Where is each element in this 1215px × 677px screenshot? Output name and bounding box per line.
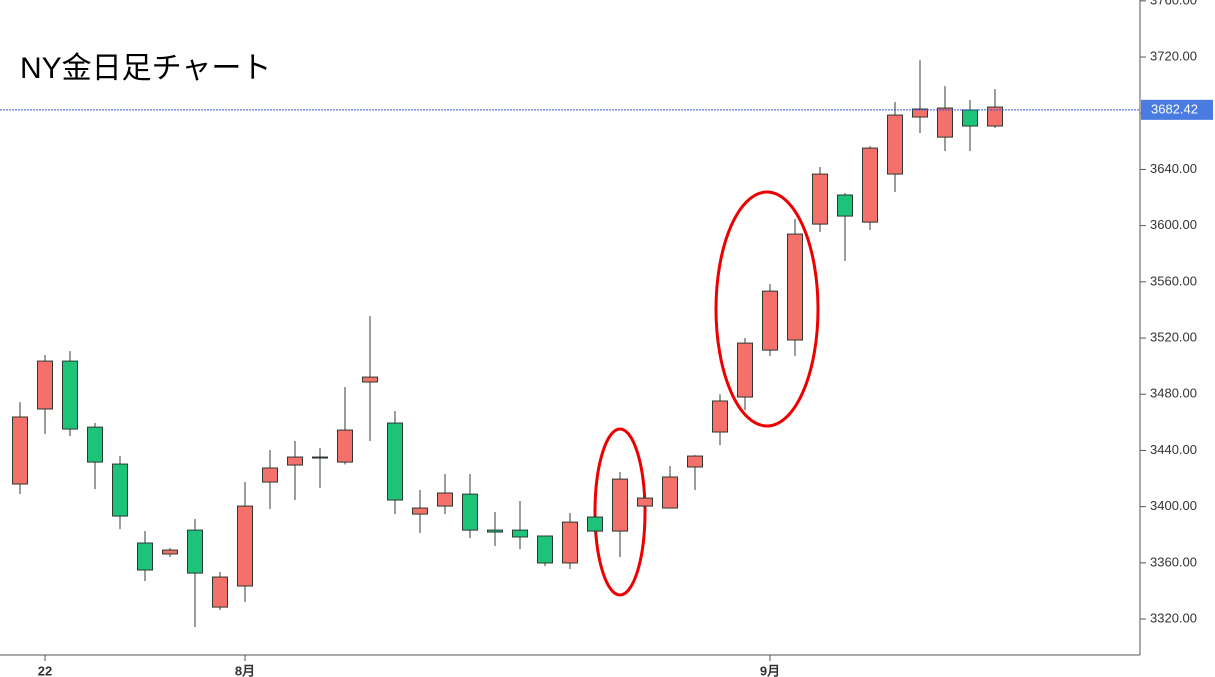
candle-body	[187, 529, 203, 574]
y-tick-label: 3480.00	[1150, 386, 1197, 401]
y-tick-label: 3400.00	[1150, 498, 1197, 513]
candle-body	[787, 233, 803, 341]
candle-body	[862, 147, 878, 223]
candle-body	[312, 456, 328, 459]
y-tick-label: 3520.00	[1150, 329, 1197, 344]
candle-body	[87, 426, 103, 463]
highlight-ellipse	[593, 427, 647, 597]
candle-body	[437, 492, 453, 507]
y-tick-label: 3360.00	[1150, 554, 1197, 569]
candle-body	[12, 416, 28, 485]
candle-body	[262, 467, 278, 483]
candle-body	[37, 360, 53, 410]
y-tick-label: 3560.00	[1150, 273, 1197, 288]
candle-body	[837, 194, 853, 217]
y-tick-label: 3760.00	[1150, 0, 1197, 7]
candle-body	[412, 507, 428, 515]
candle-body	[587, 516, 603, 532]
highlight-ellipse	[714, 190, 820, 428]
candle-body	[887, 114, 903, 175]
candle-body	[512, 529, 528, 538]
x-tick-label: 22	[38, 663, 52, 677]
candle-body	[962, 109, 978, 127]
candle-body	[62, 360, 78, 430]
candle-body	[737, 342, 753, 398]
candle-body	[987, 106, 1003, 127]
candle-body	[137, 542, 153, 571]
last-price-label: 3682.42	[1151, 101, 1198, 116]
candle-body	[937, 107, 953, 138]
candle-body	[237, 505, 253, 587]
chart-title: NY金日足チャート	[20, 52, 271, 85]
candle-body	[212, 576, 228, 608]
y-tick-label: 3320.00	[1150, 610, 1197, 625]
x-tick-label: 9月	[760, 663, 780, 677]
y-tick-label: 3600.00	[1150, 217, 1197, 232]
candle-body	[162, 549, 178, 555]
last-price-box	[1141, 99, 1213, 120]
candle-body	[562, 521, 578, 564]
candle-body	[612, 478, 628, 532]
y-tick-label: 3720.00	[1150, 48, 1197, 63]
candle-body	[362, 376, 378, 383]
candle-body	[637, 497, 653, 507]
candle-body	[762, 290, 778, 351]
y-tick-label: 3440.00	[1150, 442, 1197, 457]
candle-body	[812, 173, 828, 225]
candle-body	[537, 535, 553, 564]
candle-body	[462, 493, 478, 531]
candle-body	[387, 422, 403, 501]
candle-body	[687, 455, 703, 468]
candle-body	[112, 463, 128, 517]
y-tick-label: 3640.00	[1150, 161, 1197, 176]
candle-body	[912, 108, 928, 118]
candle-body	[337, 429, 353, 463]
candle-body	[287, 456, 303, 466]
candle-body	[487, 529, 503, 533]
candle-body	[662, 476, 678, 509]
candle-body	[712, 400, 728, 433]
x-tick-label: 8月	[235, 663, 255, 677]
